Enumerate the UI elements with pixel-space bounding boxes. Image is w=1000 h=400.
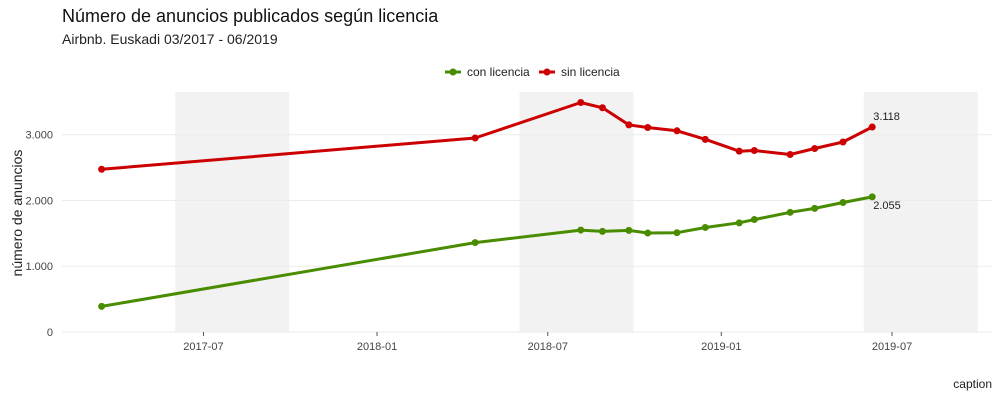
shaded-period xyxy=(863,92,978,332)
legend-item: sin licencia xyxy=(539,65,620,79)
x-tick-label: 2019-07 xyxy=(872,341,912,353)
data-point xyxy=(673,127,681,135)
data-point xyxy=(98,165,106,173)
data-point xyxy=(625,226,633,234)
legend: con licencia sin licencia xyxy=(445,65,620,79)
series-layer: 2.055 3.118 xyxy=(98,99,901,310)
data-point xyxy=(786,150,794,158)
chart-subtitle: Airbnb. Euskadi 03/2017 - 06/2019 xyxy=(62,31,278,47)
data-point xyxy=(625,121,633,129)
x-tick-label: 2018-07 xyxy=(528,341,568,353)
series-line xyxy=(101,101,873,171)
chart-title: Número de anuncios publicados según lice… xyxy=(62,6,439,26)
series-con-licencia: 2.055 xyxy=(98,193,901,310)
data-point xyxy=(839,198,847,206)
data-point xyxy=(577,226,585,234)
x-tick-label: 2018-01 xyxy=(357,341,397,353)
data-point xyxy=(868,123,876,131)
data-point xyxy=(577,99,585,107)
data-point xyxy=(750,147,758,155)
data-point xyxy=(471,134,479,142)
series-line xyxy=(101,195,873,308)
legend-item: con licencia xyxy=(445,65,530,79)
data-point xyxy=(839,138,847,146)
data-point xyxy=(811,145,819,153)
data-point xyxy=(644,229,652,237)
end-value-label: 3.118 xyxy=(873,111,900,123)
y-tick-label: 0 xyxy=(47,327,53,339)
data-point xyxy=(98,302,106,310)
y-axis-ticks: 0 1.000 2.000 3.000 xyxy=(25,130,53,339)
data-point xyxy=(598,104,606,112)
y-tick-label: 2.000 xyxy=(25,195,53,207)
data-point xyxy=(701,223,709,231)
y-tick-label: 1.000 xyxy=(25,261,53,273)
series-sin-licencia: 3.118 xyxy=(98,99,900,173)
data-point xyxy=(750,216,758,224)
end-value-label: 2.055 xyxy=(873,200,901,212)
data-point xyxy=(811,204,819,212)
legend-swatch-point xyxy=(543,68,551,76)
x-tick-label: 2017-07 xyxy=(183,341,223,353)
shaded-periods xyxy=(175,92,978,332)
shaded-period xyxy=(519,92,634,332)
data-point xyxy=(735,147,743,155)
data-point xyxy=(868,193,876,201)
x-axis-ticks: 2017-07 2018-01 2018-07 2019-01 2019-07 xyxy=(183,332,912,353)
data-point xyxy=(735,219,743,227)
legend-label: sin licencia xyxy=(561,65,620,79)
chart-caption: caption xyxy=(953,377,992,391)
gridlines xyxy=(62,134,992,333)
y-axis-label: número de anuncios xyxy=(9,150,25,277)
x-tick-label: 2019-01 xyxy=(701,341,741,353)
data-point xyxy=(471,239,479,247)
data-point xyxy=(673,229,681,237)
data-point xyxy=(644,124,652,132)
legend-swatch-point xyxy=(449,68,457,76)
data-point xyxy=(598,227,606,235)
y-tick-label: 3.000 xyxy=(25,130,53,142)
data-point xyxy=(786,208,794,216)
shaded-period xyxy=(175,92,290,332)
legend-label: con licencia xyxy=(467,65,530,79)
data-point xyxy=(701,135,709,143)
